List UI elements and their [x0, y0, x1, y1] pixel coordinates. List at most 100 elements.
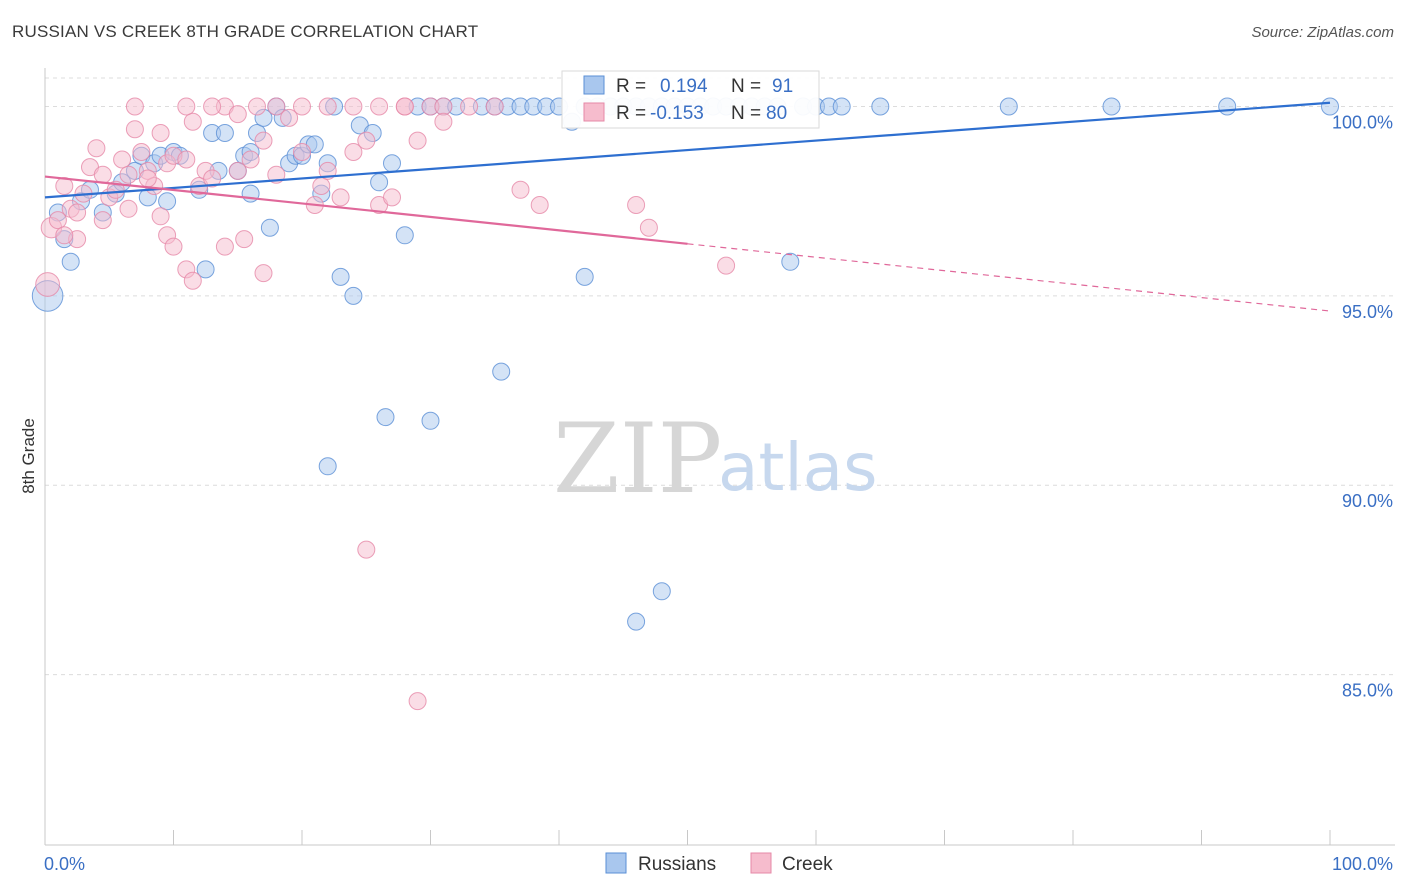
- creek-point: [106, 180, 125, 199]
- russians-point: [627, 612, 646, 631]
- axes: [44, 68, 1395, 846]
- correlation-legend: R = 0.194 N = 91 R = -0.153 N = 80: [561, 70, 820, 129]
- creek-point: [312, 177, 331, 195]
- russians-point: [158, 192, 177, 211]
- y-tick-label: 90.0%: [1342, 491, 1393, 511]
- creek-point: [93, 211, 112, 230]
- creek-point: [68, 203, 87, 222]
- legend-r-value-creek: -0.153: [650, 103, 704, 124]
- creek-point: [293, 143, 311, 161]
- creek-point: [55, 226, 74, 245]
- watermark-atlas: atlas: [718, 429, 878, 506]
- creek-point: [485, 97, 504, 116]
- creek-point: [177, 97, 196, 116]
- creek-point: [241, 150, 260, 169]
- chart-title: RUSSIAN VS CREEK 8TH GRADE CORRELATION C…: [12, 22, 479, 41]
- creek-trend-solid: [44, 175, 688, 245]
- russians-point: [395, 226, 414, 245]
- legend-n-value-creek: 80: [766, 103, 787, 124]
- creek-point: [113, 150, 132, 169]
- creek-point: [408, 692, 427, 711]
- creek-point: [87, 139, 106, 158]
- creek-point: [639, 218, 658, 237]
- creek-point: [203, 169, 222, 188]
- creek-point: [93, 165, 112, 184]
- creek-point: [530, 196, 549, 214]
- bottom-legend-creek: Creek: [782, 854, 833, 875]
- russians-point: [575, 267, 594, 286]
- legend-swatch-creek: [583, 102, 605, 122]
- creek-point: [235, 230, 254, 249]
- x-tick-label-end: 100.0%: [1332, 854, 1393, 874]
- y-axis-title: 8th Grade: [19, 418, 38, 494]
- russians-point: [492, 362, 511, 381]
- creek-point: [138, 169, 157, 188]
- creek-point: [511, 180, 530, 199]
- creek-point: [318, 161, 337, 180]
- source-label: Source: ZipAtlas.com: [1251, 24, 1394, 41]
- creek-point: [717, 256, 736, 275]
- creek-point: [151, 207, 170, 226]
- watermark-zip: ZIP: [553, 403, 722, 515]
- creek-point: [132, 143, 151, 161]
- russians-point: [1218, 97, 1237, 116]
- creek-point: [434, 112, 453, 131]
- legend-r-label-creek: R =: [616, 103, 646, 124]
- creek-point: [293, 97, 311, 116]
- series-creek: [35, 97, 736, 711]
- legend-r-value-russians: 0.194: [660, 76, 708, 97]
- creek-point: [248, 97, 266, 116]
- creek-point: [151, 124, 170, 142]
- creek-point: [215, 237, 234, 256]
- series-legend: Russians Creek: [605, 852, 833, 875]
- legend-n-label-creek: N =: [731, 103, 761, 124]
- y-tick-label: 100.0%: [1332, 113, 1393, 133]
- creek-point: [460, 97, 479, 116]
- legend-n-value-russians: 91: [772, 76, 793, 97]
- creek-point: [331, 188, 350, 207]
- creek-point: [254, 131, 273, 150]
- bottom-legend-swatch-creek: [750, 852, 772, 874]
- russians-point: [61, 252, 80, 271]
- legend-swatch-russians: [583, 75, 605, 95]
- creek-point: [119, 165, 138, 184]
- creek-point: [183, 112, 202, 131]
- creek-point: [228, 105, 247, 124]
- creek-point: [370, 97, 389, 116]
- creek-point: [344, 143, 363, 161]
- russians-point: [871, 97, 890, 116]
- creek-point: [357, 540, 376, 559]
- creek-point: [280, 108, 299, 127]
- russians-point: [215, 124, 234, 142]
- russians-point: [376, 408, 395, 427]
- russians-point: [832, 97, 851, 116]
- creek-point: [434, 97, 453, 116]
- trend-lines: [44, 101, 1331, 312]
- creek-point: [267, 97, 286, 116]
- bottom-legend-russians: Russians: [638, 854, 716, 875]
- russians-point: [344, 286, 363, 305]
- creek-point: [408, 131, 427, 150]
- russians-point: [260, 218, 279, 237]
- russians-point: [421, 411, 440, 430]
- creek-point: [318, 97, 337, 116]
- creek-point: [627, 196, 646, 214]
- creek-point: [48, 211, 67, 230]
- creek-point: [125, 97, 144, 116]
- russians-point: [999, 97, 1018, 116]
- bottom-legend-swatch-russians: [605, 852, 627, 874]
- russians-point: [331, 267, 350, 286]
- y-tick-label: 95.0%: [1342, 302, 1393, 322]
- russians-point: [318, 457, 337, 476]
- creek-point: [164, 237, 183, 256]
- russians-point: [370, 173, 389, 192]
- russians-point: [781, 252, 800, 271]
- creek-point: [177, 150, 196, 169]
- russians-point: [196, 260, 215, 279]
- creek-point: [119, 199, 138, 218]
- russians-point: [383, 154, 401, 173]
- y-tick-label: 85.0%: [1342, 681, 1393, 701]
- series-russians: [31, 97, 1339, 631]
- creek-point: [395, 97, 414, 116]
